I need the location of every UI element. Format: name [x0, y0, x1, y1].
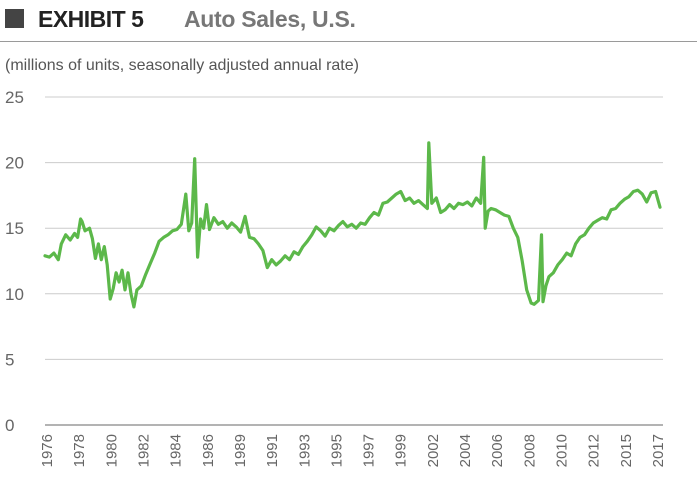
y-grid	[45, 96, 663, 426]
y-tick-label: 20	[5, 154, 24, 173]
x-tick-label: 2004	[457, 434, 474, 467]
y-tick-labels: 0 5 10 15 20 25	[5, 88, 24, 435]
x-tick-label: 1997	[361, 434, 378, 467]
x-tick-label: 1976	[39, 434, 56, 467]
x-tick-label: 1984	[168, 434, 185, 467]
chart-title: Auto Sales, U.S.	[184, 6, 356, 32]
x-tick-label: 1999	[393, 434, 410, 467]
series-line-auto-sales	[43, 141, 662, 309]
x-tick-label: 1986	[200, 434, 217, 467]
x-tick-label: 2010	[554, 434, 571, 467]
y-tick-label: 0	[5, 416, 14, 435]
exhibit-square-icon	[5, 9, 24, 28]
x-tick-label: 2012	[586, 434, 603, 467]
y-tick-label: 10	[5, 285, 24, 304]
unit-note: (millions of units, seasonally adjusted …	[5, 57, 359, 74]
x-tick-label: 1995	[328, 434, 345, 467]
x-tick-label: 1978	[71, 434, 88, 467]
x-tick-label: 1993	[296, 434, 313, 467]
y-tick-label: 25	[5, 88, 24, 107]
x-tick-labels: 1976 1978 1980 1982 1984 1986 1989 1991 1993 1995…	[39, 434, 667, 467]
y-tick-label: 5	[5, 350, 14, 369]
x-tick-label: 1980	[103, 434, 120, 467]
x-tick-label: 2008	[521, 434, 538, 467]
exhibit-header: EXHIBIT 5 Auto Sales, U.S.	[0, 0, 697, 42]
x-tick-label: 2006	[489, 434, 506, 467]
x-tick-label: 1991	[264, 434, 281, 467]
x-tick-label: 1982	[135, 434, 152, 467]
x-tick-label: 2015	[618, 434, 635, 467]
y-tick-label: 15	[5, 219, 24, 238]
x-tick-label: 1989	[232, 434, 249, 467]
x-tick-label: 2017	[650, 434, 667, 467]
exhibit-label: EXHIBIT 5	[38, 6, 144, 32]
x-tick-label: 2002	[425, 434, 442, 467]
